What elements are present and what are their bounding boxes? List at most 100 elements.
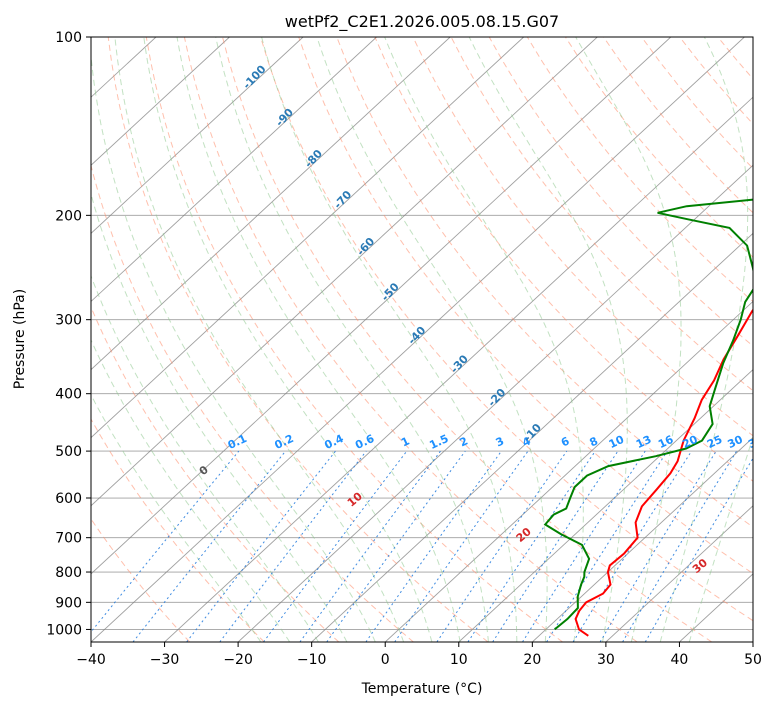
mixing-ratio-label: 36 — [746, 433, 766, 451]
dry-adiabat-line — [91, 163, 414, 642]
mixing-ratio-label: 25 — [705, 433, 724, 451]
x-tick-label: −20 — [223, 652, 253, 668]
isotherm-line — [237, 164, 753, 642]
mixing-ratio-line — [522, 450, 646, 642]
mixing-ratio-line — [622, 450, 738, 642]
isotherm-line — [91, 37, 230, 166]
x-tick-label: 0 — [381, 652, 390, 668]
x-tick-label: −40 — [76, 652, 106, 668]
mixing-ratio-line — [326, 450, 466, 642]
dry-adiabat-line — [756, 37, 775, 642]
isotherm-label: -80 — [302, 147, 325, 171]
dry-adiabat-line — [145, 37, 563, 642]
isotherm-line — [91, 37, 745, 642]
isotherm-line — [605, 505, 753, 642]
y-tick-label: 900 — [55, 595, 82, 611]
dry-adiabat-line — [679, 37, 753, 125]
y-tick-label: 1000 — [46, 622, 82, 638]
moist-adiabat-line — [316, 37, 548, 642]
isotherm-line — [91, 37, 451, 371]
y-tick-label: 200 — [55, 208, 82, 224]
mixing-ratio-line — [546, 450, 668, 642]
isotherm-line — [679, 573, 753, 642]
y-tick-label: 500 — [55, 444, 82, 460]
dry-adiabat-line — [298, 37, 753, 575]
mixing-ratio-line — [572, 450, 692, 642]
isotherm-line — [164, 96, 753, 642]
x-tick-label: 20 — [523, 652, 541, 668]
isotherm-line — [91, 37, 304, 235]
theta-label: 10 — [345, 489, 365, 509]
moist-adiabat-line — [215, 37, 489, 642]
moist-adiabat-line — [91, 393, 262, 642]
mixing-ratio-label: 13 — [634, 433, 653, 451]
moist-adiabat-line — [91, 338, 291, 642]
mixing-ratio-label: 0.1 — [226, 432, 249, 452]
moist-adiabat-line — [91, 274, 319, 642]
isotherm-line — [384, 300, 753, 642]
moist-adiabat-line — [91, 51, 376, 642]
isotherm-line — [0, 37, 9, 642]
mixing-ratio-label: 10 — [607, 433, 627, 451]
dry-adiabat-line — [641, 37, 753, 170]
dry-adiabat-line — [91, 518, 191, 642]
x-tick-label: −30 — [150, 652, 180, 668]
mixing-ratio-line — [219, 450, 367, 642]
dewpoint-profile-line — [543, 198, 753, 631]
dry-adiabat-line — [91, 305, 340, 642]
background-lines — [0, 37, 775, 642]
dry-adiabat-line — [336, 37, 753, 528]
moist-adiabat-line — [176, 37, 461, 642]
isotherm-label: -100 — [240, 62, 269, 91]
dry-adiabat-line — [603, 37, 753, 214]
y-axis-label: Pressure (hPa) — [12, 289, 28, 389]
x-tick-label: 40 — [671, 652, 689, 668]
dry-adiabat-line — [412, 37, 753, 437]
moist-adiabat-line — [114, 37, 405, 642]
dry-adiabat-line — [107, 37, 489, 642]
y-tick-label: 600 — [55, 491, 82, 507]
dry-adiabat-line — [717, 37, 753, 80]
dry-adiabat-line — [450, 37, 753, 392]
y-tick-label: 300 — [55, 313, 82, 329]
dry-adiabat-line — [488, 37, 753, 347]
plot-frame — [90, 36, 754, 643]
mixing-ratio-line — [186, 450, 336, 642]
x-tick-label: 50 — [744, 652, 762, 668]
theta-label: 20 — [514, 525, 534, 545]
y-tick-label: 100 — [55, 30, 82, 46]
dry-adiabat-line — [564, 37, 753, 258]
x-axis: −40 −30 −20 −10 0 10 20 30 40 50 — [76, 642, 762, 668]
mixing-ratio-label: 6 — [559, 434, 572, 449]
x-axis-label: Temperature (°C) — [361, 681, 483, 697]
isotherm-line — [531, 437, 753, 642]
isotherm-label: -30 — [448, 352, 471, 376]
moist-adiabat-line — [575, 37, 682, 642]
dry-adiabat-line — [260, 37, 753, 622]
isotherm-label: -70 — [331, 188, 354, 212]
mixing-ratio-label: 8 — [588, 434, 600, 449]
x-tick-label: −10 — [297, 652, 327, 668]
chart-title: wetPf2_C2E1.2026.005.08.15.G07 — [285, 12, 559, 32]
mixing-ratio-line — [492, 450, 619, 642]
isotherm-line — [91, 37, 377, 303]
isotherm-line — [311, 232, 753, 642]
isotherm-label: -20 — [485, 386, 508, 410]
dry-adiabat-line — [526, 37, 753, 303]
mixing-ratio-line — [299, 450, 441, 642]
isotherm-line — [91, 37, 598, 507]
isotherm-label: -60 — [354, 235, 377, 259]
isotherm-line — [91, 37, 672, 575]
mixing-ratio-line — [91, 450, 240, 633]
temperature-profile-line — [574, 308, 753, 637]
moist-adiabat-line — [659, 37, 749, 642]
mixing-ratio-label: 3 — [494, 434, 506, 449]
moist-adiabat-line — [261, 37, 518, 642]
moist-adiabat-line — [143, 37, 433, 642]
mixing-ratio-label: 30 — [725, 433, 745, 451]
dry-adiabat-line — [91, 418, 265, 642]
y-tick-label: 400 — [55, 387, 82, 403]
y-axis: 100 200 300 400 500 600 700 800 900 1000 — [46, 30, 91, 638]
moist-adiabat-line — [468, 37, 628, 642]
mixing-ratio-line — [365, 450, 502, 642]
